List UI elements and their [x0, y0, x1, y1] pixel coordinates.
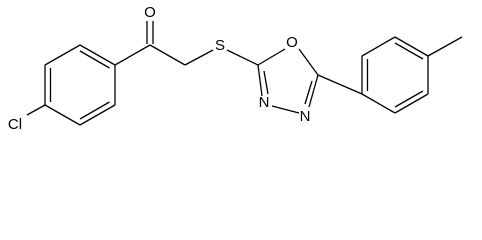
atom-label: Cl — [8, 116, 22, 133]
bonds — [26, 21, 463, 126]
page: O S O N N Cl (() => { const data = JSON.… — [7, 3, 463, 133]
atom-label: O — [144, 4, 156, 21]
atom-label: N — [259, 94, 270, 111]
structure: O S O N N Cl — [8, 4, 463, 133]
atom-label: O — [286, 34, 298, 51]
atom-label: N — [300, 108, 311, 125]
atom-label: S — [215, 37, 225, 54]
